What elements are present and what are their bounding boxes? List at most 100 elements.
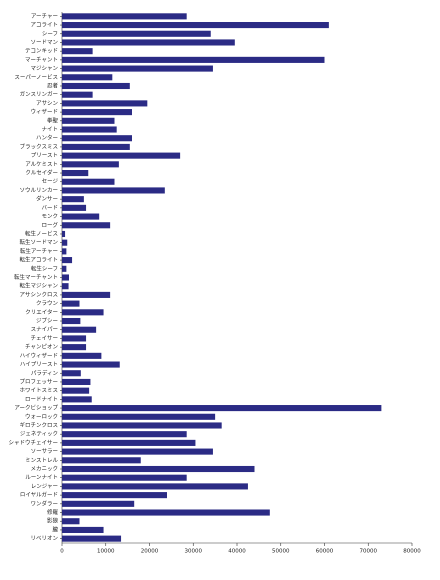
bar — [62, 448, 213, 455]
y-tick-label: ソーサラー — [31, 448, 58, 455]
y-tick-label: ソードマン — [30, 39, 58, 46]
bar — [62, 248, 67, 255]
bar — [62, 143, 130, 150]
bar — [62, 56, 325, 63]
bar — [62, 161, 119, 168]
y-tick-label: モンク — [41, 213, 58, 220]
y-tick-label: ハイウィザード — [20, 351, 58, 359]
y-tick-label: アサシン — [36, 100, 59, 107]
y-tick-label: ロイヤルガード — [20, 491, 58, 499]
y-tick-label: クラウン — [36, 299, 59, 307]
y-tick-label: テコンキッド — [25, 48, 58, 55]
y-tick-label: ワンダラー — [30, 499, 58, 507]
bar — [62, 405, 382, 412]
y-tick-label: 転生シーフ — [31, 264, 58, 272]
y-tick-label: リベリオン — [30, 535, 58, 542]
bar — [62, 265, 67, 272]
y-tick-label: 影狼 — [47, 517, 59, 525]
bar — [62, 13, 187, 20]
bar — [62, 100, 148, 107]
bar — [62, 526, 104, 533]
y-tick-label: チェイサー — [30, 335, 58, 342]
x-tick-label: 80000 — [403, 549, 421, 555]
y-tick-label: バード — [41, 204, 58, 211]
bar — [62, 257, 73, 264]
y-tick-label: ハイプリースト — [20, 361, 58, 368]
y-tick-label: プリースト — [31, 152, 58, 159]
y-tick-label: ジプシー — [36, 318, 58, 325]
bar — [62, 309, 104, 316]
y-tick-label: 拳聖 — [47, 116, 59, 124]
y-tick-label: ローグ — [41, 221, 58, 229]
y-tick-label: セージ — [42, 178, 59, 185]
y-tick-label: マジシャン — [30, 65, 58, 72]
bar — [62, 169, 89, 177]
bar — [62, 509, 270, 516]
y-tick-label: チャンピオン — [25, 344, 58, 351]
bar — [62, 300, 80, 307]
bar — [62, 152, 181, 159]
y-tick-label: 忍者 — [47, 81, 59, 89]
bar — [62, 326, 97, 333]
y-tick-label: ホワイトスミス — [19, 387, 58, 394]
bar — [62, 109, 132, 116]
x-tick-label: 70000 — [360, 549, 378, 555]
x-tick-label: 60000 — [316, 549, 334, 555]
x-tick-label: 30000 — [185, 549, 203, 555]
y-tick-label: 朧 — [52, 525, 58, 533]
y-tick-label: 修羅 — [47, 508, 59, 516]
y-tick-label: ギロチンクロス — [19, 422, 58, 429]
y-tick-label: 転生ノービス — [25, 229, 58, 237]
bar — [62, 457, 141, 464]
bar — [62, 196, 84, 203]
y-tick-label: 転生アコライト — [19, 256, 58, 264]
bar — [62, 352, 102, 359]
bar — [62, 492, 167, 499]
bar — [62, 82, 130, 90]
bar — [62, 74, 113, 81]
y-tick-label: クルセイダー — [25, 169, 58, 177]
bar — [62, 126, 117, 133]
bar — [62, 30, 211, 37]
y-tick-label: アサシンクロス — [19, 291, 58, 298]
y-tick-label: ジェネティック — [20, 431, 58, 438]
y-tick-label: マーチャント — [25, 56, 58, 63]
y-tick-label: ダンサー — [36, 195, 58, 203]
bar — [62, 187, 165, 194]
y-tick-label: ルーンナイト — [25, 474, 58, 481]
y-tick-label: メカニック — [30, 466, 58, 473]
y-tick-label: ガンスリンガー — [20, 90, 58, 98]
y-tick-label: スナイパー — [31, 326, 58, 333]
x-tick-label: 10000 — [97, 549, 115, 555]
y-tick-label: ブラックスミス — [20, 142, 58, 150]
bar — [62, 213, 100, 220]
y-tick-label: 転生ソードマン — [19, 238, 58, 246]
bar — [62, 317, 81, 325]
bar — [62, 335, 87, 342]
bar — [62, 239, 68, 246]
bar — [62, 361, 120, 368]
x-tick-label: 0 — [60, 549, 64, 555]
bar — [62, 483, 248, 490]
y-tick-label: シャドウチェイサー — [8, 438, 58, 446]
bar — [62, 283, 69, 290]
bar — [62, 465, 255, 473]
x-tick-label: 50000 — [272, 549, 290, 555]
bar — [62, 387, 90, 394]
y-tick-label: 転生マジシャン — [19, 282, 58, 290]
y-tick-label: スーパーノービス — [14, 73, 58, 81]
bar — [62, 39, 235, 46]
bar — [62, 135, 132, 142]
bar — [62, 204, 87, 211]
x-tick-label: 20000 — [141, 549, 159, 555]
bar — [62, 117, 115, 124]
y-tick-label: クリエイター — [25, 308, 58, 316]
bar — [62, 178, 115, 185]
y-tick-label: ミンストレル — [25, 457, 58, 464]
y-tick-label: ハンター — [36, 134, 58, 142]
bar — [62, 344, 87, 351]
y-tick-label: アーチャー — [31, 13, 58, 20]
bar — [62, 474, 187, 481]
y-tick-label: ウィザード — [30, 108, 58, 116]
